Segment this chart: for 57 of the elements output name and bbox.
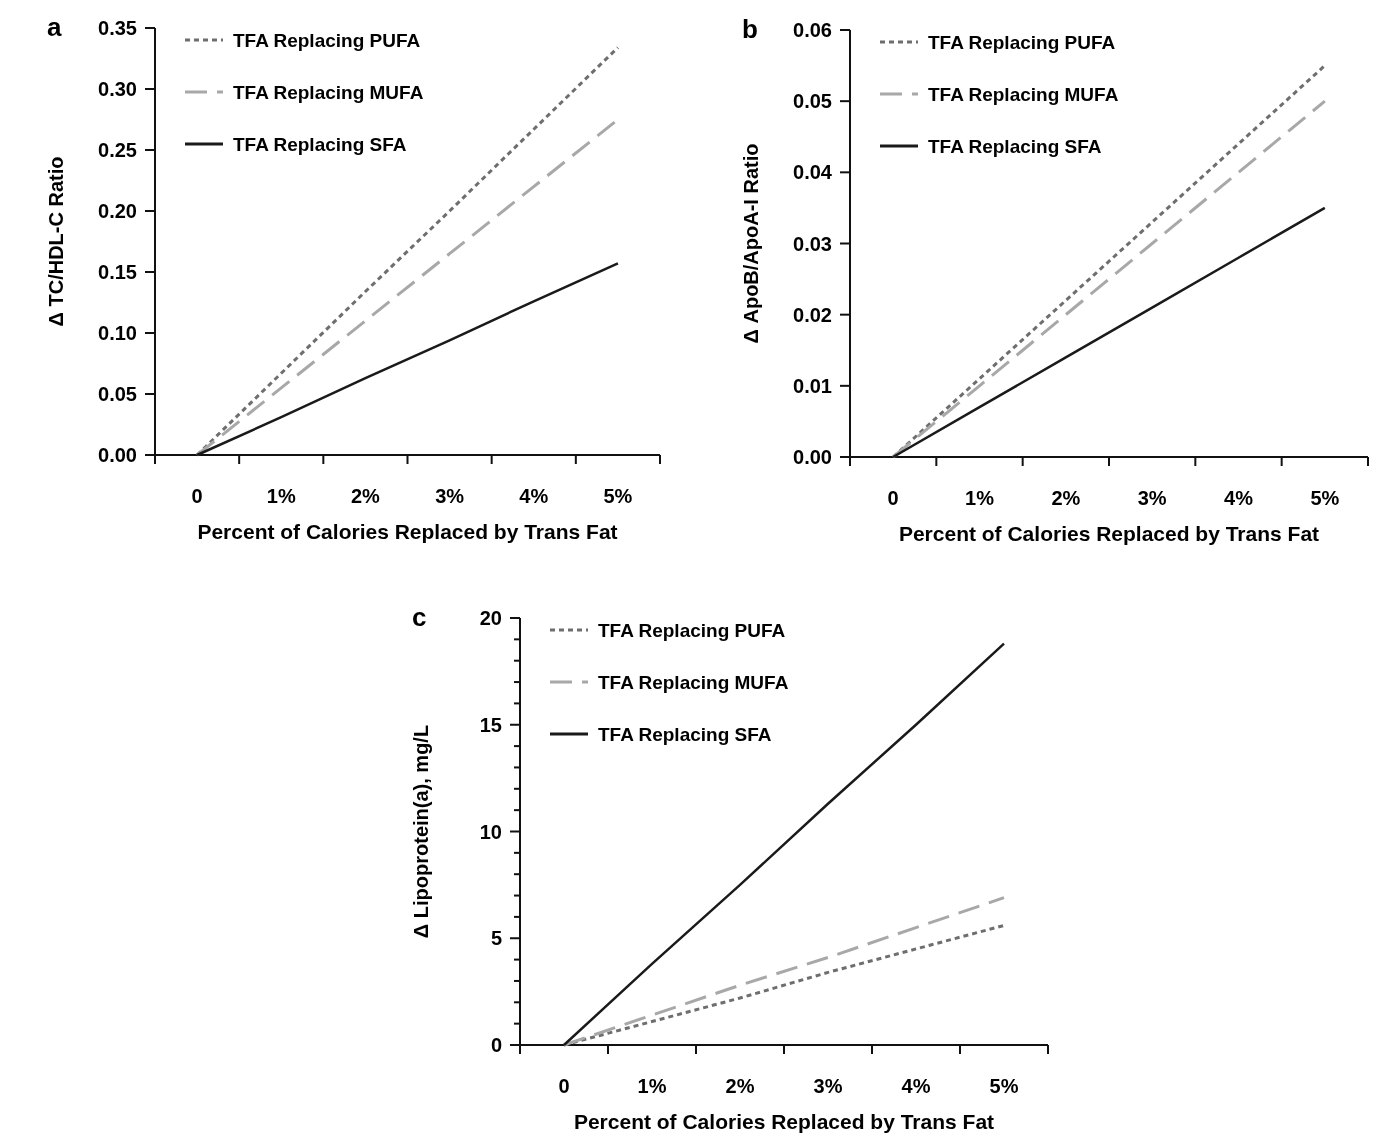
legend-label: TFA Replacing PUFA [233,29,421,51]
y-tick-label: 20 [479,607,502,629]
y-tick-label: 0.00 [793,446,832,468]
x-tick-label: 0 [887,487,899,509]
x-tick-label: 5% [603,485,633,507]
legend-label: TFA Replacing MUFA [233,81,424,103]
y-tick-label: 0.00 [98,444,137,466]
x-axis-title: Percent of Calories Replaced by Trans Fat [573,1110,995,1133]
x-tick-label: 4% [1224,487,1254,509]
x-tick-label: 0 [558,1075,570,1097]
x-tick-label: 3% [435,485,465,507]
y-tick-label: 0.03 [793,232,832,255]
x-tick-label: 3% [1137,487,1167,509]
y-tick-label: 0.05 [98,383,137,405]
y-tick-label: 0.25 [98,139,137,161]
legend-label: TFA Replacing MUFA [598,671,789,693]
x-tick-label: 4% [901,1075,931,1097]
x-tick-label: 4% [519,485,549,507]
y-axis-title: Δ Lipoprotein(a), mg/L [410,724,432,939]
legend-label: TFA Replacing PUFA [598,619,786,641]
x-tick-label: 3% [813,1075,843,1097]
chart-title: b [742,14,758,44]
y-tick-label: 0 [490,1034,502,1056]
x-tick-label: 1% [266,485,296,507]
y-tick-label: 0.30 [98,78,137,100]
x-tick-label: 0 [191,485,203,507]
y-tick-label: 0.04 [793,161,833,184]
y-tick-label: 0.01 [793,374,832,397]
y-axis-title: Δ TC/HDL-C Ratio [45,156,67,327]
y-tick-label: 0.02 [793,303,832,326]
y-tick-label: 0.15 [98,261,137,283]
x-tick-label: 2% [725,1075,755,1097]
legend-label: TFA Replacing SFA [233,133,407,155]
x-tick-label: 1% [637,1075,667,1097]
chart-title: c [412,602,427,632]
y-tick-label: 0.06 [793,19,832,41]
y-tick-label: 0.20 [98,200,137,222]
y-tick-label: 10 [479,820,502,843]
x-tick-label: 2% [350,485,381,507]
y-axis-title: Δ ApoB/ApoA-I Ratio [740,143,762,344]
x-tick-label: 2% [1051,487,1081,509]
legend-label: TFA Replacing SFA [928,135,1102,157]
x-tick-label: 5% [989,1075,1019,1097]
y-tick-label: 0.10 [98,322,137,344]
y-tick-label: 5 [490,927,502,950]
y-tick-label: 0.35 [98,17,137,39]
legend-label: TFA Replacing PUFA [928,31,1116,53]
x-tick-label: 1% [965,487,995,509]
chart-title: a [47,12,62,42]
legend-label: TFA Replacing SFA [598,723,772,745]
x-axis-title: Percent of Calories Replaced by Trans Fat [197,520,618,543]
line-series [562,896,1006,1047]
x-axis-title: Percent of Calories Replaced by Trans Fat [898,522,1320,545]
y-tick-label: 15 [479,713,502,736]
x-tick-label: 5% [1310,487,1340,509]
y-tick-label: 0.05 [793,90,832,113]
legend-label: TFA Replacing MUFA [928,83,1119,105]
